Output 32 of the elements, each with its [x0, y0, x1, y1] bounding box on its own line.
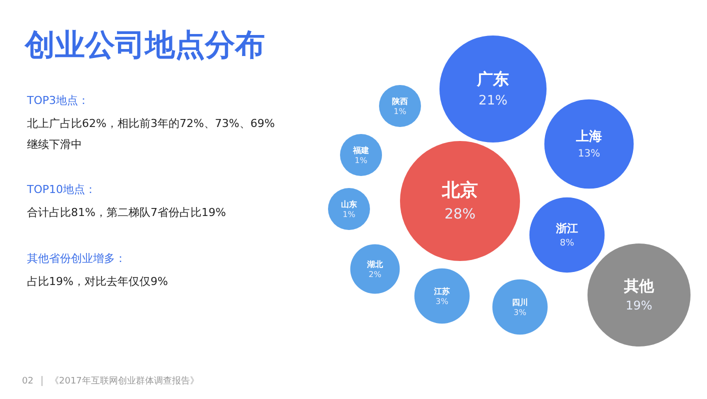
category-label: 北京 [441, 180, 478, 202]
text: 《2017年互联网创业群体调查报告》 [50, 375, 199, 386]
data-label: 1% [342, 210, 356, 220]
text: 其他省份创业增多： [27, 252, 126, 266]
category-label: 上海 [575, 129, 602, 144]
category-label: 福建 [352, 146, 369, 155]
data-label: 28% [444, 206, 476, 222]
data-label: 13% [578, 148, 600, 160]
text: 合计占比81%，第二梯队7省份占比19% [27, 206, 226, 220]
data-label: 2% [368, 270, 382, 280]
text: 02 [22, 376, 34, 386]
text: 北上广占比62%，相比前3年的72%、73%、69% [27, 117, 275, 130]
data-label: 19% [626, 298, 652, 313]
category-label: 陕西 [392, 96, 408, 106]
text: 占比19%，对比去年仅仅9% [27, 275, 168, 288]
category-label: 其他 [623, 276, 655, 295]
category-label: 四川 [512, 298, 528, 307]
data-label: 21% [478, 94, 508, 109]
text: TOP3地点： [26, 94, 90, 108]
category-label: 湖北 [366, 260, 384, 269]
data-label: 3% [436, 297, 449, 306]
data-label: 8% [560, 238, 575, 249]
data-label: 3% [514, 308, 527, 318]
text: TOP10地点： [26, 183, 96, 196]
category-label: 山东 [341, 200, 357, 209]
text: 创业公司地点分布 [24, 28, 265, 64]
data-label: 1% [394, 107, 407, 116]
category-label: 浙江 [555, 222, 578, 235]
category-label: 广东 [476, 70, 509, 89]
category-label: 江苏 [433, 286, 450, 296]
data-label: 1% [354, 156, 368, 166]
text: 继续下滑中 [27, 138, 82, 152]
